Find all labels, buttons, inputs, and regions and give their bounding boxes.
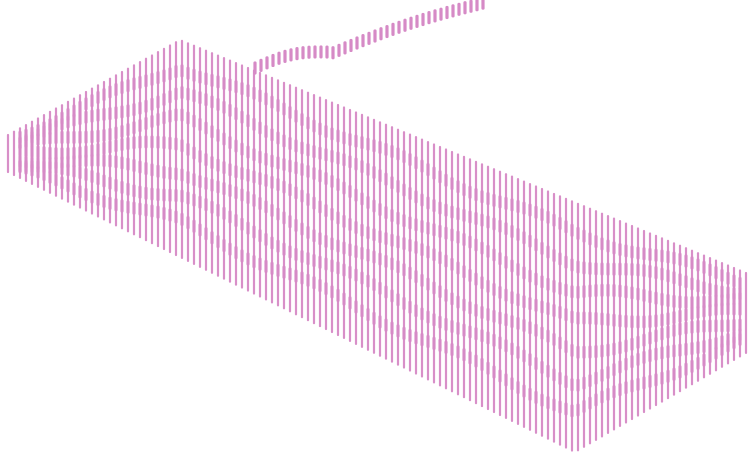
key-rows-pattern xyxy=(18,64,742,418)
keyboard-body xyxy=(6,39,748,452)
cable-line xyxy=(253,0,485,75)
